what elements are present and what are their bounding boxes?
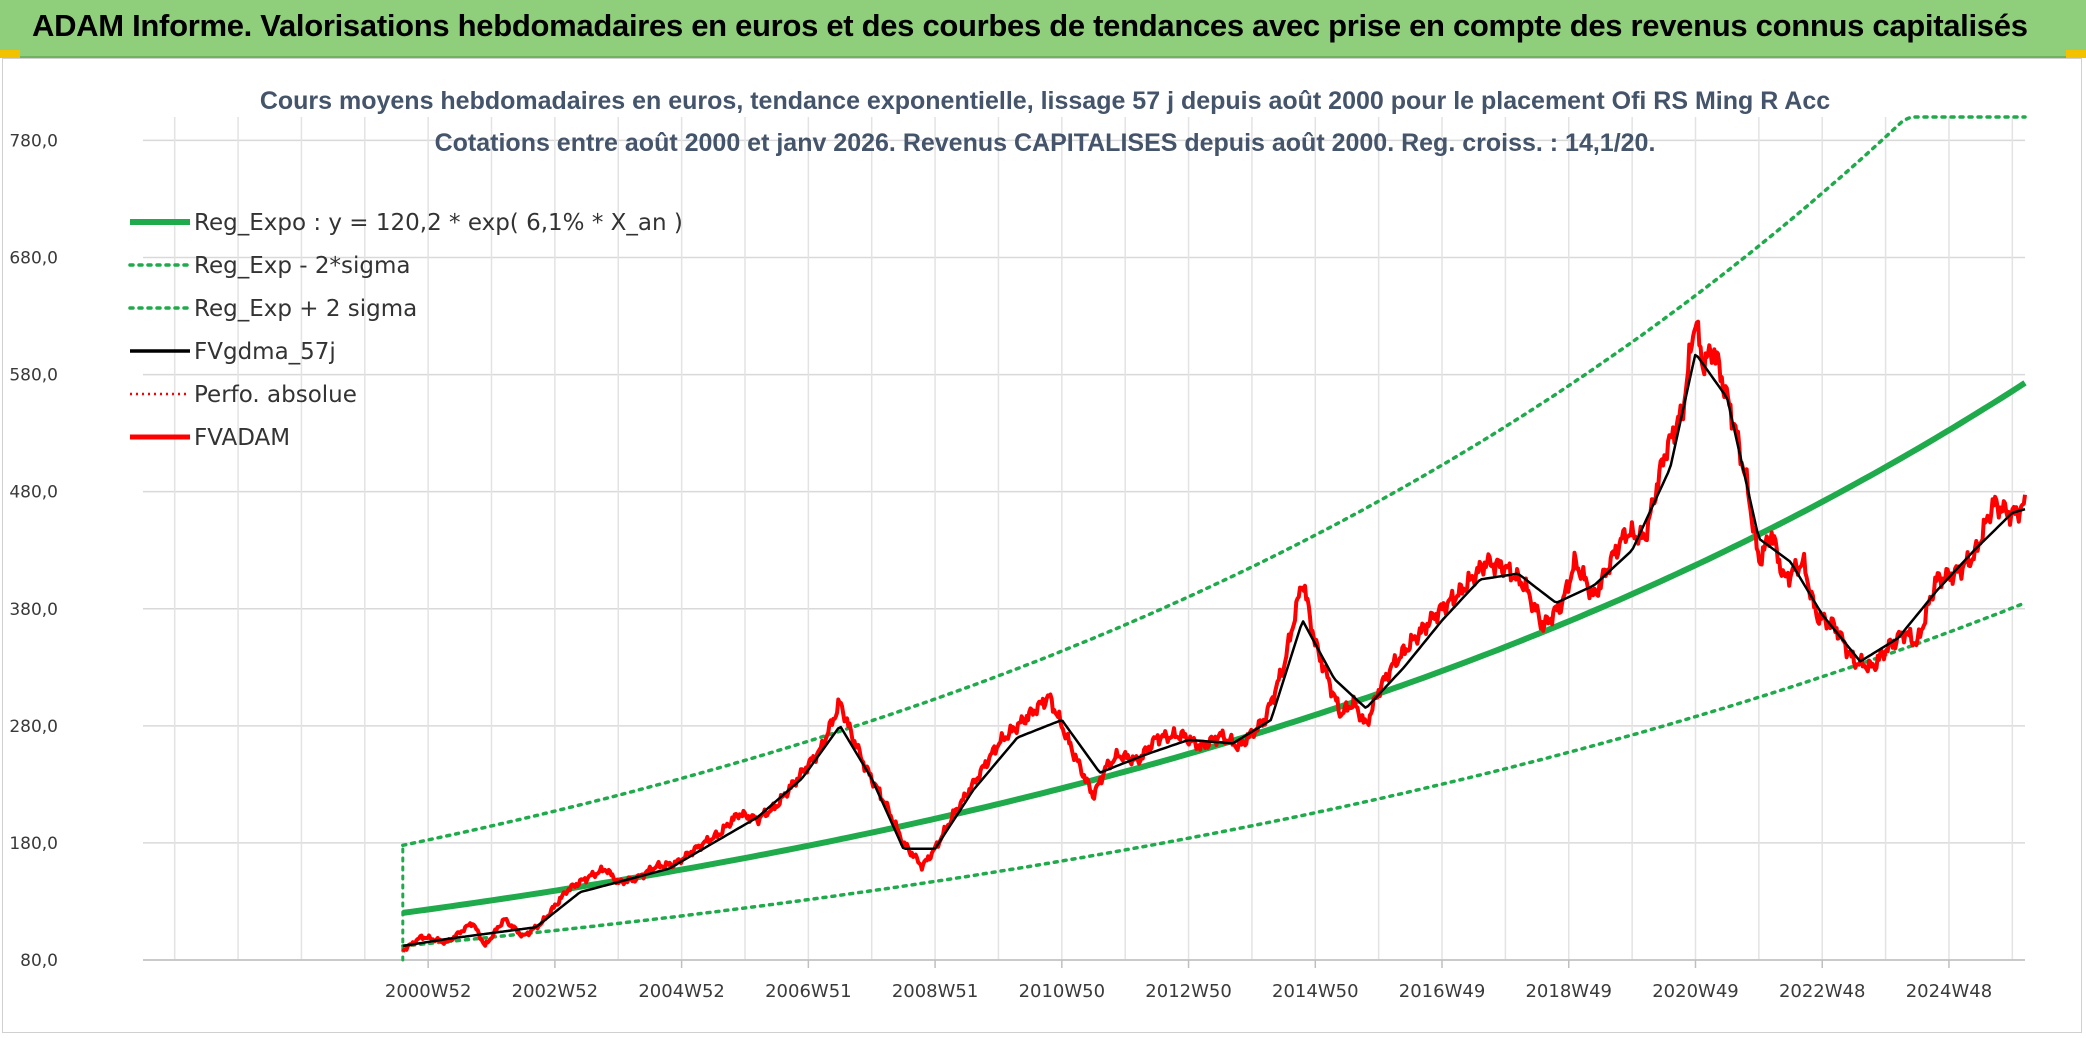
x-tick-label: 2018W49	[1525, 981, 1612, 1002]
corner-marker-right	[2066, 50, 2086, 58]
legend-label-fvadam: FVADAM	[194, 425, 290, 451]
legend-label-fvgdma: FVgdma_57j	[194, 339, 336, 365]
chart-frame	[2, 58, 2082, 1033]
banner-title: ADAM Informe. Valorisations hebdomadaire…	[32, 8, 2028, 43]
y-tick-label: 80,0	[20, 951, 58, 971]
series-reg-exp-minus-2-sigma	[401, 601, 2027, 948]
legend: Reg_Expo : y = 120,2 * exp( 6,1% * X_an …	[128, 210, 683, 451]
x-tick-label: 2020W49	[1652, 981, 1739, 1002]
y-tick-label: 780,0	[9, 131, 58, 151]
series-group	[401, 115, 2027, 962]
x-axis: 2000W52 2002W52 2004W52 2006W51 2008W51 2010W…	[385, 960, 1992, 1002]
x-tick-label: 2002W52	[512, 981, 599, 1002]
y-tick-label: 480,0	[9, 483, 58, 503]
x-tick-label: 2012W50	[1145, 981, 1232, 1002]
corner-marker-left	[0, 50, 20, 58]
y-tick-label: 380,0	[9, 600, 58, 620]
x-tick-label: 2022W48	[1779, 981, 1866, 1002]
y-tick-label: 580,0	[9, 366, 58, 386]
legend-label-reg-expo: Reg_Expo : y = 120,2 * exp( 6,1% * X_an …	[194, 210, 683, 236]
legend-label-reg-exp-plus: Reg_Exp + 2 sigma	[194, 296, 417, 322]
banner: ADAM Informe. Valorisations hebdomadaire…	[0, 0, 2086, 58]
y-tick-label: 280,0	[9, 717, 58, 737]
series-fvgdma-57j	[402, 353, 2026, 948]
x-tick-label: 2010W50	[1019, 981, 1106, 1002]
x-tick-label: 2024W48	[1906, 981, 1993, 1002]
legend-label-perfo: Perfo. absolue	[194, 382, 357, 408]
series-fvadam	[401, 319, 2027, 953]
legend-label-reg-exp-minus: Reg_Exp - 2*sigma	[194, 253, 410, 279]
x-tick-label: 2014W50	[1272, 981, 1359, 1002]
y-axis: 80,0 180,0 280,0 380,0 480,0 580,0 680,0 780,0	[9, 131, 58, 971]
series-reg-exp-plus-2-sigma	[401, 115, 2027, 848]
x-tick-label: 2006W51	[765, 981, 852, 1002]
y-tick-label: 680,0	[9, 249, 58, 269]
x-tick-label: 2008W51	[892, 981, 979, 1002]
chart-subtitle: Cotations entre août 2000 et janv 2026. …	[435, 129, 1656, 157]
x-tick-label: 2000W52	[385, 981, 472, 1002]
chart-title: Cours moyens hebdomadaires en euros, ten…	[260, 87, 1830, 115]
y-tick-label: 180,0	[9, 834, 58, 854]
grid	[143, 117, 2025, 961]
x-tick-label: 2004W52	[638, 981, 725, 1002]
x-tick-label: 2016W49	[1399, 981, 1486, 1002]
